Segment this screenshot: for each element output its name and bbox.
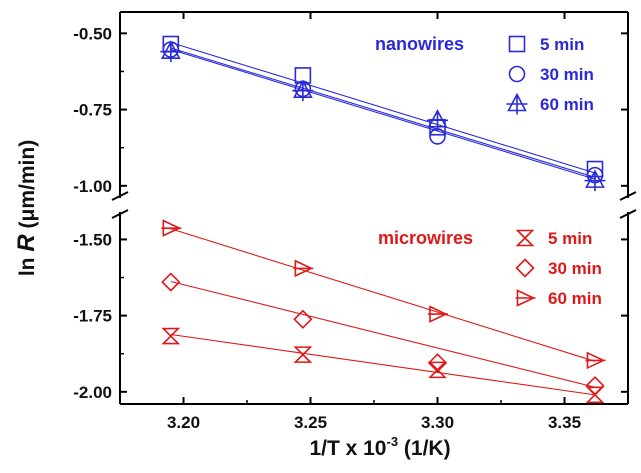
legend-marker — [515, 258, 535, 278]
legend-label: 30 min — [540, 65, 594, 84]
x-tick-label: 3.20 — [167, 413, 200, 432]
axes-frame-group — [111, 11, 637, 405]
y-tick-label: -1.75 — [73, 307, 112, 326]
legend-marker — [508, 35, 526, 53]
fit-line — [170, 48, 596, 180]
x-tick-label: 3.35 — [548, 413, 581, 432]
legend-marker — [508, 65, 526, 83]
legend-marker — [515, 229, 535, 247]
data-point — [293, 259, 314, 278]
legend-marker — [506, 92, 528, 115]
data-point — [584, 169, 606, 192]
legend-label: 60 min — [540, 95, 594, 114]
data-point — [585, 376, 605, 396]
x-axis-title: 1/T x 10-3 (1/K) — [309, 434, 450, 460]
data-point — [161, 219, 182, 237]
data-point — [161, 327, 181, 345]
data-point — [292, 79, 314, 102]
y-tick-label: -0.75 — [73, 101, 112, 120]
data-point — [293, 346, 313, 363]
data-point — [585, 351, 606, 370]
fit-line — [170, 41, 596, 174]
legend-label: 5 min — [548, 229, 592, 248]
data-point — [427, 353, 448, 373]
y-tick-label: -0.50 — [73, 24, 112, 43]
data-point — [161, 272, 181, 292]
data-point — [293, 309, 313, 329]
y-tick-label: -2.00 — [73, 383, 112, 402]
legend-title: microwires — [378, 228, 473, 248]
y-tick-label: -1.00 — [73, 177, 112, 196]
axis-break-mark-left-upper — [111, 191, 129, 201]
axis-break-mark-left-lower — [111, 209, 129, 219]
data-point — [585, 386, 605, 404]
series-group — [160, 35, 606, 404]
labels-group: 3.20 3.25 3.30 3.35 -0.50 -0.75 -1.00 -1.50 -1.7… — [13, 24, 602, 460]
legend-label: 60 min — [548, 289, 602, 308]
legend-marker — [515, 289, 536, 307]
legend-title: nanowires — [375, 34, 464, 54]
fit-line — [170, 333, 596, 396]
data-point — [428, 305, 448, 323]
data-point — [428, 361, 447, 379]
data-point — [160, 40, 182, 63]
x-tick-label: 3.25 — [294, 413, 327, 432]
axis-break-mark-right-lower — [619, 209, 637, 219]
fit-line — [170, 228, 596, 362]
fit-line — [170, 47, 596, 178]
fit-line — [170, 280, 596, 388]
x-tick-label: 3.30 — [421, 413, 454, 432]
y-tick-label: -1.50 — [73, 230, 112, 249]
data-point — [427, 109, 448, 131]
legend-label: 5 min — [540, 35, 584, 54]
legend-label: 30 min — [548, 259, 602, 278]
axis-break-mark-right-upper — [619, 191, 637, 201]
y-axis-title: ln R (μm/min) — [13, 140, 40, 276]
